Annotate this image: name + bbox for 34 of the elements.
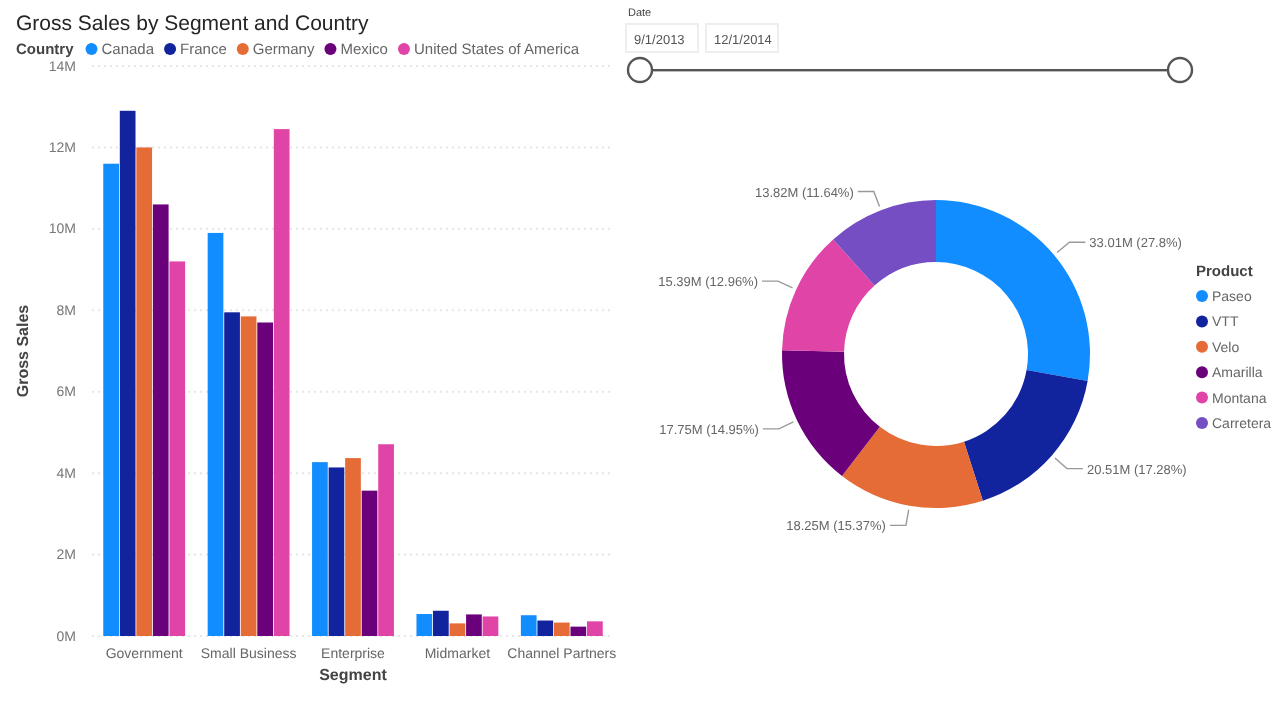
bar [345,458,361,636]
bar [570,626,587,636]
bar [361,490,378,636]
bar [466,614,482,636]
bar [520,615,537,636]
bar [152,204,169,636]
bar [328,467,345,636]
bar [433,610,449,636]
donut-slice [782,239,875,352]
donut-slice [842,426,983,508]
bar [312,462,328,636]
donut-slice [833,200,936,286]
bar [449,623,466,636]
bar [257,322,273,636]
bar [273,129,290,636]
y-axis-title: Gross Sales [14,303,32,398]
bar [136,147,153,636]
bar [224,312,240,636]
bar [378,444,394,636]
bar [416,614,433,636]
chart-title: Gross Sales by Segment and Country [16,12,371,36]
bar [537,620,554,636]
bar [587,621,603,636]
bar [119,110,136,636]
bar [482,616,499,636]
bar [207,232,224,636]
bar [240,316,257,636]
bar [169,261,186,636]
donut-slice [936,200,1090,381]
bar [553,622,570,636]
x-axis-title: Segment [319,666,388,684]
donut-slice [782,350,880,476]
donut-slice [963,370,1088,501]
bar [103,163,119,636]
